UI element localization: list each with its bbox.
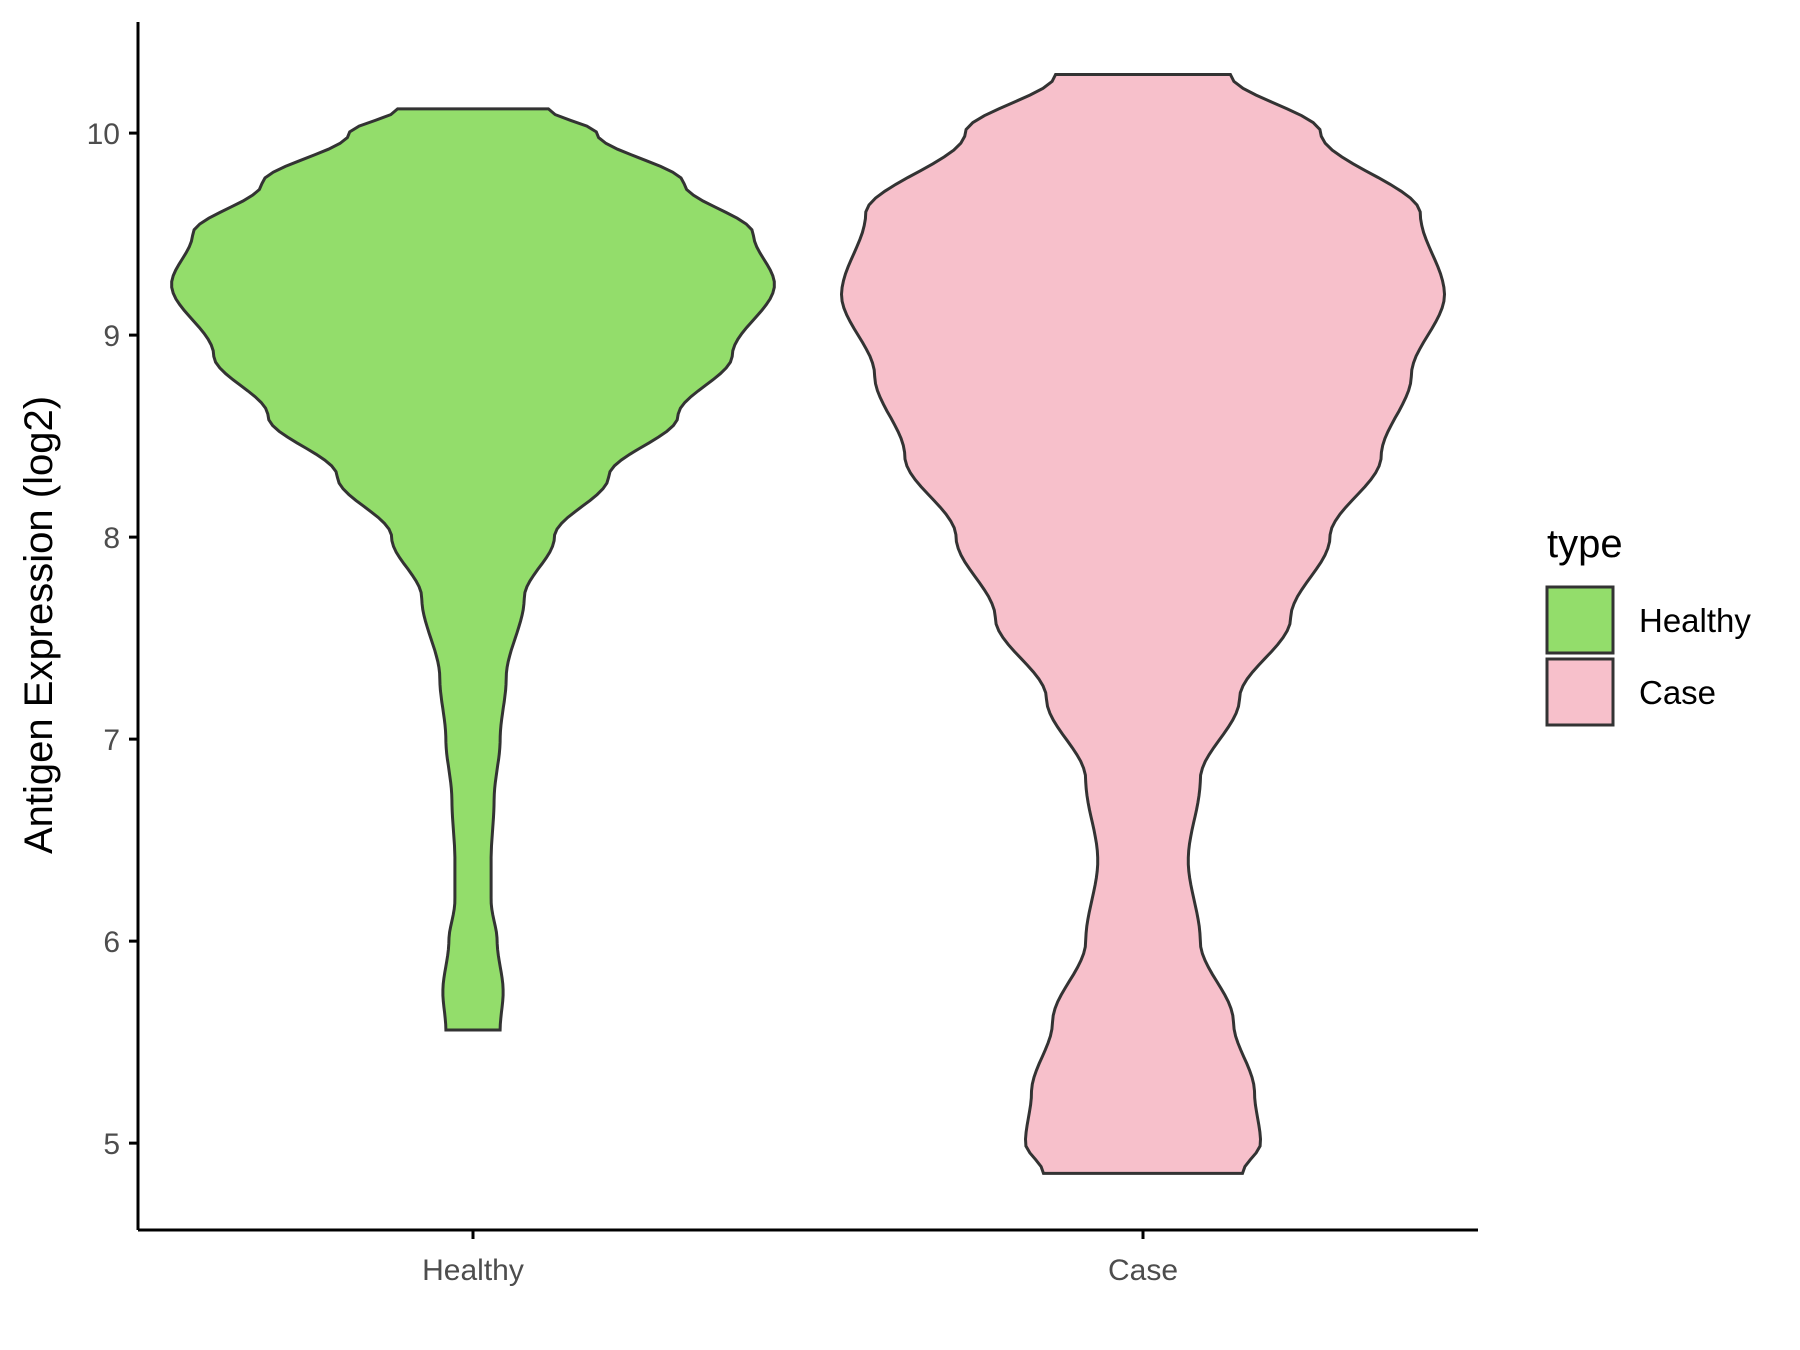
legend-title: type xyxy=(1547,522,1623,566)
legend-swatch xyxy=(1545,585,1615,655)
x-tick-label: Healthy xyxy=(422,1254,524,1287)
y-axis-title: Antigen Expression (log2) xyxy=(17,396,61,854)
y-tick-label: 7 xyxy=(103,724,120,757)
y-tick-label: 10 xyxy=(87,118,120,151)
y-ticks: 5 6 7 8 9 10 xyxy=(87,118,138,1161)
violin-case xyxy=(839,73,1447,1175)
y-tick-label: 5 xyxy=(103,1128,120,1161)
legend-label: Case xyxy=(1639,674,1716,711)
y-tick-label: 6 xyxy=(103,926,120,959)
x-ticks: Healthy Case xyxy=(422,1230,1178,1287)
violins-layer xyxy=(170,73,1447,1175)
legend: type Healthy Case xyxy=(1545,522,1751,727)
y-tick-label: 8 xyxy=(103,522,120,555)
x-tick-label: Case xyxy=(1108,1254,1178,1287)
legend-label: Healthy xyxy=(1639,602,1751,639)
violin-healthy xyxy=(170,107,776,1032)
legend-swatch xyxy=(1545,657,1615,727)
y-tick-label: 9 xyxy=(103,320,120,353)
